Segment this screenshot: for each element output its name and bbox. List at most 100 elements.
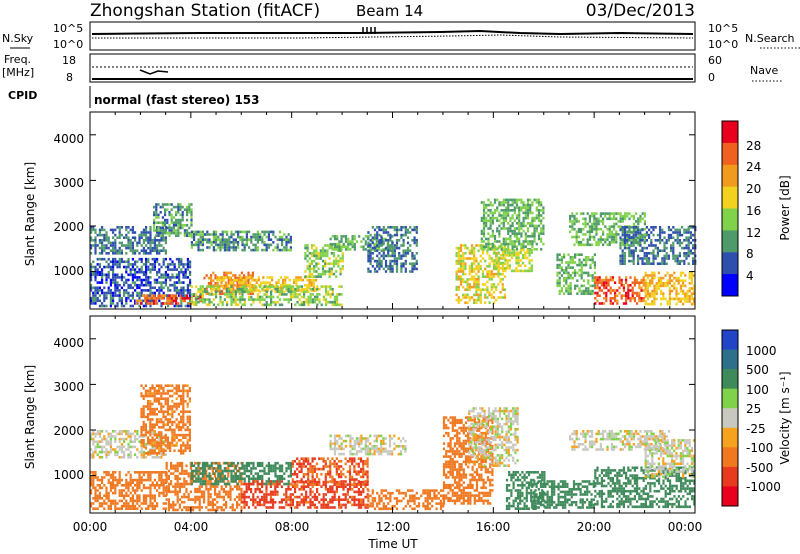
data-cell <box>94 291 97 295</box>
data-cell <box>677 276 680 280</box>
data-cell <box>274 285 277 288</box>
data-cell <box>602 220 605 223</box>
data-cell <box>650 231 653 234</box>
data-cell <box>567 266 570 269</box>
data-cell <box>186 297 189 300</box>
data-cell <box>151 481 154 484</box>
data-cell <box>145 278 148 282</box>
data-cell <box>131 257 134 261</box>
data-cell <box>218 292 221 295</box>
data-cell <box>292 290 295 294</box>
data-cell <box>635 220 638 223</box>
nsky-label: N.Sky <box>2 32 34 45</box>
data-cell <box>671 297 674 301</box>
data-cell <box>477 298 480 302</box>
data-cell <box>243 238 246 241</box>
data-cell <box>628 254 631 258</box>
data-cell <box>147 494 150 497</box>
data-cell <box>689 249 692 252</box>
data-cell <box>118 296 121 300</box>
data-cell <box>173 289 176 292</box>
data-cell <box>507 222 510 225</box>
data-cell <box>637 241 640 245</box>
data-cell <box>180 263 183 266</box>
data-cell <box>214 276 217 280</box>
data-cell <box>147 443 150 446</box>
data-cell <box>487 248 490 251</box>
data-cell <box>155 208 158 211</box>
data-cell <box>668 279 671 282</box>
data-cell <box>155 297 158 300</box>
data-cell <box>160 471 163 474</box>
data-cell <box>153 297 156 300</box>
data-cell <box>477 296 480 299</box>
data-cell <box>107 252 110 255</box>
data-cell <box>230 300 233 304</box>
data-cell <box>309 293 312 296</box>
data-cell <box>182 392 185 395</box>
data-cell <box>690 279 693 282</box>
data-cell <box>481 283 485 286</box>
data-cell <box>493 267 496 270</box>
data-cell <box>177 420 180 424</box>
data-cell <box>131 497 134 500</box>
data-cell <box>140 392 143 395</box>
data-cell <box>114 504 117 508</box>
data-cell <box>660 284 663 288</box>
data-cell <box>181 297 184 300</box>
data-cell <box>171 431 174 434</box>
data-cell <box>127 296 130 300</box>
data-cell <box>142 428 145 432</box>
data-cell <box>140 489 143 492</box>
data-cell <box>389 239 392 242</box>
data-cell <box>134 504 137 508</box>
data-cell <box>522 224 525 228</box>
data-cell <box>162 426 165 429</box>
data-cell <box>153 263 156 266</box>
data-cell <box>643 227 646 231</box>
data-cell <box>459 257 463 260</box>
data-cell <box>602 217 605 221</box>
data-cell <box>308 267 311 271</box>
data-cell <box>599 240 602 244</box>
data-cell <box>127 456 130 459</box>
data-cell <box>261 248 264 252</box>
data-cell <box>114 273 117 277</box>
data-cell <box>149 504 152 508</box>
data-cell <box>384 270 388 273</box>
data-cell <box>317 267 320 271</box>
data-cell <box>373 236 377 239</box>
data-cell <box>229 271 232 275</box>
data-cell <box>282 278 285 282</box>
data-cell <box>615 238 618 241</box>
data-cell <box>303 290 306 294</box>
data-cell <box>513 209 516 212</box>
data-cell <box>492 283 496 286</box>
data-cell <box>142 283 145 287</box>
data-cell <box>511 242 514 246</box>
power-ytick-1000: 1000 <box>53 264 84 278</box>
data-cell <box>92 265 95 269</box>
data-cell <box>138 276 141 279</box>
data-cell <box>138 484 141 487</box>
data-cell <box>241 295 244 299</box>
data-cell <box>189 283 192 287</box>
data-cell <box>506 251 509 254</box>
data-cell <box>171 283 174 287</box>
data-cell <box>495 267 498 270</box>
data-cell <box>398 257 401 260</box>
data-cell <box>672 236 675 239</box>
data-cell <box>317 252 320 255</box>
data-cell <box>144 392 147 395</box>
data-cell <box>402 226 405 229</box>
data-cell <box>153 423 156 426</box>
data-cell <box>296 285 299 288</box>
data-cell <box>112 263 115 266</box>
data-cell <box>486 249 489 252</box>
data-cell <box>651 274 654 277</box>
data-cell <box>585 292 588 295</box>
data-cell <box>569 292 572 295</box>
data-cell <box>288 278 291 282</box>
data-cell <box>142 246 145 250</box>
data-cell <box>153 226 156 230</box>
